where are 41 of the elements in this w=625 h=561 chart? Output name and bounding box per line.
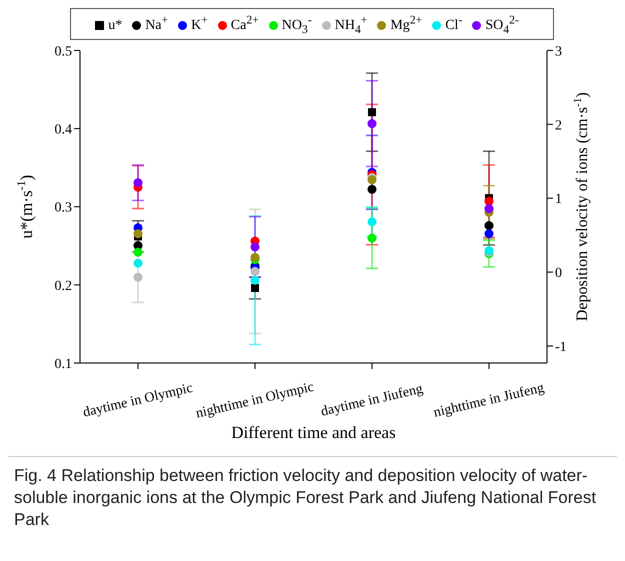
point	[134, 258, 142, 268]
y-tick-label: 0.5	[54, 44, 72, 60]
point	[134, 229, 142, 238]
point	[368, 217, 376, 226]
point	[368, 119, 376, 128]
x-tick-label: nighttime in Olympic	[194, 380, 316, 422]
legend-label: Ca$^{2+}$	[230, 13, 259, 33]
legend-label: Mg$^{2+}$	[390, 13, 422, 33]
legend-label: u*	[108, 18, 122, 33]
y-tick-label: 0.4	[54, 122, 72, 138]
y-tick-label: 0.3	[54, 200, 72, 216]
point	[484, 221, 494, 230]
caption: Fig. 4 Relationship between friction velocity and deposition velocity of water-soluble inorganic ions at the Olympic Forest Park and Jiufeng National Forest Park	[14, 466, 596, 530]
point	[484, 229, 494, 238]
point	[484, 196, 494, 206]
point	[250, 242, 260, 252]
y2-tick-label: -1	[555, 340, 567, 355]
point	[134, 272, 142, 282]
y2-tick-label: 2	[555, 118, 562, 134]
point	[368, 184, 376, 194]
y-tick-label: 0.1	[54, 356, 72, 372]
point	[250, 276, 260, 285]
x-tick-label: nighttime in Jiufeng	[432, 380, 546, 421]
x-tick-label: daytime in Jiufeng	[319, 382, 424, 420]
point	[368, 234, 376, 243]
point	[134, 178, 142, 188]
x-axis-title: Different time and areas	[231, 423, 396, 442]
y2-tick-label: 0	[555, 266, 562, 282]
y2-tick-label: 1	[555, 192, 562, 208]
point	[484, 204, 494, 214]
point	[250, 252, 260, 262]
legend-label: K$^{+}$	[191, 13, 208, 33]
legend-label: Cl$^{-}$	[445, 13, 462, 33]
point	[250, 266, 260, 276]
point	[134, 248, 142, 257]
y2-tick-label: 3	[555, 44, 562, 60]
y-tick-label: 0.2	[54, 278, 72, 294]
point	[368, 108, 376, 116]
point	[251, 284, 259, 292]
legend-label: Na$^{+}$	[145, 13, 168, 33]
x-tick-label: daytime in Olympic	[82, 380, 194, 421]
